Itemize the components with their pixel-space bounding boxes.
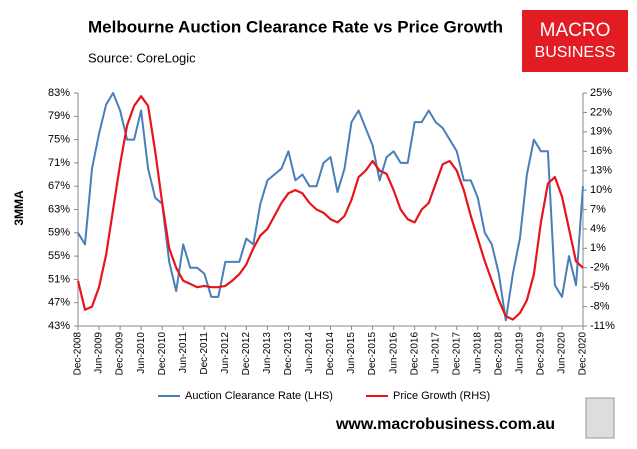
y-tick-label: 55% <box>48 250 70 262</box>
y-tick-label: 67% <box>48 180 70 192</box>
x-tick-label: Jun-2014 <box>304 332 315 374</box>
y2-tick-label: 4% <box>590 223 606 235</box>
x-tick-label: Jun-2013 <box>262 332 273 374</box>
x-tick-label: Jun-2019 <box>515 332 526 374</box>
y-tick-label: 43% <box>48 320 70 332</box>
x-tick-label: Jun-2016 <box>388 332 399 374</box>
series-line <box>76 95 584 321</box>
y2-tick-label: 1% <box>590 242 606 254</box>
x-tick-label: Dec-2016 <box>409 332 420 376</box>
x-tick-label: Dec-2015 <box>367 332 378 376</box>
y2-tick-label: 13% <box>590 165 612 177</box>
y2-tick-label: 19% <box>590 126 612 138</box>
y-tick-label: 63% <box>48 203 70 215</box>
y-axis-label: 3MMA <box>12 190 26 226</box>
y2-tick-label: 25% <box>590 87 612 99</box>
logo-box <box>522 10 628 72</box>
x-tick-label: Dec-2013 <box>283 332 294 376</box>
x-tick-label: Jun-2011 <box>178 332 189 373</box>
x-tick-label: Dec-2011 <box>199 332 210 375</box>
x-tick-label: Jun-2017 <box>430 332 441 374</box>
x-tick-label: Jun-2018 <box>472 332 483 374</box>
chart-subtitle: Source: CoreLogic <box>88 50 196 65</box>
y-tick-label: 75% <box>48 134 70 146</box>
chart-title: Melbourne Auction Clearance Rate vs Pric… <box>88 17 503 36</box>
x-tick-label: Jun-2012 <box>220 332 231 374</box>
y2-tick-label: -5% <box>590 281 610 293</box>
y2-tick-label: 22% <box>590 106 612 118</box>
x-tick-label: Jun-2015 <box>346 332 357 374</box>
x-tick-label: Jun-2009 <box>94 332 105 374</box>
y2-tick-label: 10% <box>590 184 612 196</box>
x-tick-label: Dec-2009 <box>115 332 126 376</box>
y2-tick-label: 7% <box>590 203 606 215</box>
wolf-icon <box>585 397 615 439</box>
logo-text: MACRO <box>540 20 611 41</box>
x-tick-label: Dec-2018 <box>493 332 504 376</box>
x-tick-label: Jun-2020 <box>557 332 568 374</box>
y-tick-label: 47% <box>48 297 70 309</box>
x-tick-label: Dec-2017 <box>451 332 462 376</box>
x-tick-label: Dec-2012 <box>241 332 252 376</box>
x-tick-label: Dec-2019 <box>536 332 547 376</box>
x-tick-label: Dec-2014 <box>325 332 336 376</box>
y2-tick-label: -8% <box>590 300 610 312</box>
footer-url: www.macrobusiness.com.au <box>335 416 555 433</box>
y-tick-label: 71% <box>48 157 70 169</box>
x-tick-label: Dec-2020 <box>578 332 589 376</box>
x-tick-label: Jun-2010 <box>136 332 147 374</box>
x-tick-label: Dec-2010 <box>157 332 168 376</box>
y2-tick-label: 16% <box>590 145 612 157</box>
y-tick-label: 79% <box>48 110 70 122</box>
y-tick-label: 83% <box>48 87 70 99</box>
y2-tick-label: -11% <box>590 320 615 332</box>
legend-label: Price Growth (RHS) <box>393 390 490 402</box>
y-tick-label: 51% <box>48 273 70 285</box>
y-tick-label: 59% <box>48 227 70 239</box>
x-tick-label: Dec-2008 <box>73 332 84 376</box>
y2-tick-label: -2% <box>590 262 610 274</box>
legend-label: Auction Clearance Rate (LHS) <box>185 390 333 402</box>
logo-text: BUSINESS <box>535 44 616 61</box>
